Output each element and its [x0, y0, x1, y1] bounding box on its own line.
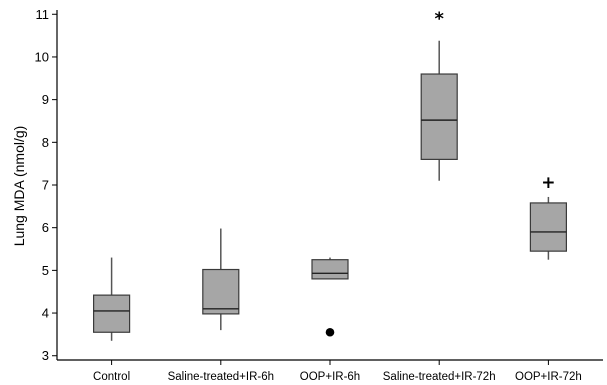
- y-tick-label: 8: [42, 135, 49, 150]
- y-tick-label: 4: [42, 306, 49, 321]
- box-group: [92, 257, 131, 341]
- box-iqr: [529, 202, 568, 252]
- boxes: *+: [92, 9, 568, 341]
- box-group: +: [529, 173, 568, 260]
- box-iqr: [92, 294, 131, 333]
- y-tick-label: 10: [35, 49, 49, 64]
- y-tick-label: 3: [42, 348, 49, 363]
- y-tick-label: 7: [42, 178, 49, 193]
- y-tick-label: 11: [36, 7, 50, 22]
- box-group: *: [420, 9, 458, 181]
- y-tick-label: 9: [42, 92, 49, 107]
- y-tick-label: 6: [42, 220, 49, 235]
- significance-marker: +: [541, 173, 555, 193]
- outlier-point: [325, 327, 335, 337]
- x-axis: Control Saline-treated+IR-6h OOP+IR-6h Sali…: [57, 359, 603, 383]
- box-group: [311, 257, 349, 337]
- x-tick-label: OOP+IR-72h: [515, 371, 582, 383]
- y-axis-label: Lung MDA (nmol/g): [11, 126, 27, 247]
- box-iqr: [420, 73, 458, 160]
- x-tick-label: Control: [93, 371, 130, 383]
- significance-marker: *: [434, 9, 444, 30]
- box-iqr: [311, 259, 349, 280]
- x-tick-label: OOP+IR-6h: [300, 371, 360, 383]
- x-tick-label: Saline-treated+IR-6h: [168, 371, 274, 383]
- y-tick-label: 5: [42, 263, 49, 278]
- box-iqr: [202, 268, 240, 315]
- y-axis: 3 4 5 6 7 8 9 10 11: [35, 7, 58, 363]
- box-group: [202, 228, 240, 331]
- x-tick-label: Saline-treated+IR-72h: [383, 371, 496, 383]
